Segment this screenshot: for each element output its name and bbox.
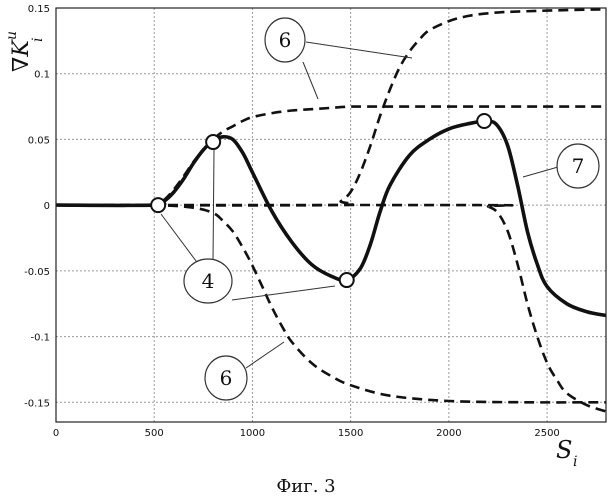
callout-6-top: 6 bbox=[265, 18, 305, 62]
marker-point bbox=[340, 273, 354, 287]
y-axis-label: ∇K i u bbox=[4, 31, 46, 72]
x-tick-label: 0 bbox=[53, 428, 59, 439]
x-axis-label-main: S bbox=[556, 436, 572, 464]
figure-caption: Фиг. 3 bbox=[276, 476, 335, 497]
callout-4: 4 bbox=[184, 259, 232, 303]
callout-6-top-text: 6 bbox=[279, 28, 292, 52]
x-tick-label: 1500 bbox=[338, 428, 363, 439]
x-tick-label: 500 bbox=[145, 428, 164, 439]
x-tick-label: 2000 bbox=[436, 428, 461, 439]
tick-labels: 050010001500200025000.150.10.050-0.05-0.… bbox=[24, 4, 560, 439]
y-tick-label: -0.15 bbox=[24, 398, 50, 409]
callout-4-text: 4 bbox=[202, 269, 215, 293]
callout-7-text: 7 bbox=[572, 154, 585, 178]
series-line-dashed-3 bbox=[56, 205, 606, 402]
x-tick-label: 1000 bbox=[240, 428, 265, 439]
arrow-6-bottom bbox=[246, 342, 284, 368]
arrow-4-b bbox=[213, 150, 214, 262]
series-line-dashed-2 bbox=[56, 9, 606, 205]
arrow-4-c bbox=[232, 286, 335, 300]
y-tick-label: 0.1 bbox=[34, 70, 50, 81]
y-tick-label: 0.05 bbox=[28, 135, 50, 146]
y-tick-label: -0.05 bbox=[24, 267, 50, 278]
y-tick-label: -0.1 bbox=[30, 333, 50, 344]
arrow-6-top-b bbox=[303, 62, 318, 99]
marker-point bbox=[477, 114, 491, 128]
arrow-6-top-a bbox=[306, 42, 412, 58]
series-line-dashed-1 bbox=[56, 107, 606, 206]
arrow-7 bbox=[523, 167, 558, 177]
x-axis-label: S i bbox=[556, 436, 577, 470]
y-axis-label-sub: i bbox=[30, 38, 46, 42]
callout-6-bottom: 6 bbox=[205, 356, 247, 400]
y-axis-label-main: ∇K bbox=[9, 39, 34, 72]
x-axis-label-sub: i bbox=[573, 454, 577, 470]
series-line-dashed-4 bbox=[56, 205, 606, 411]
callout-6-bottom-text: 6 bbox=[220, 366, 233, 390]
marker-point bbox=[206, 135, 220, 149]
callout-7: 7 bbox=[557, 144, 599, 188]
y-tick-label: 0.15 bbox=[28, 4, 50, 15]
y-axis-label-sup: u bbox=[4, 31, 20, 40]
series-layer bbox=[56, 9, 606, 411]
y-tick-label: 0 bbox=[44, 201, 50, 212]
marker-point bbox=[151, 198, 165, 212]
